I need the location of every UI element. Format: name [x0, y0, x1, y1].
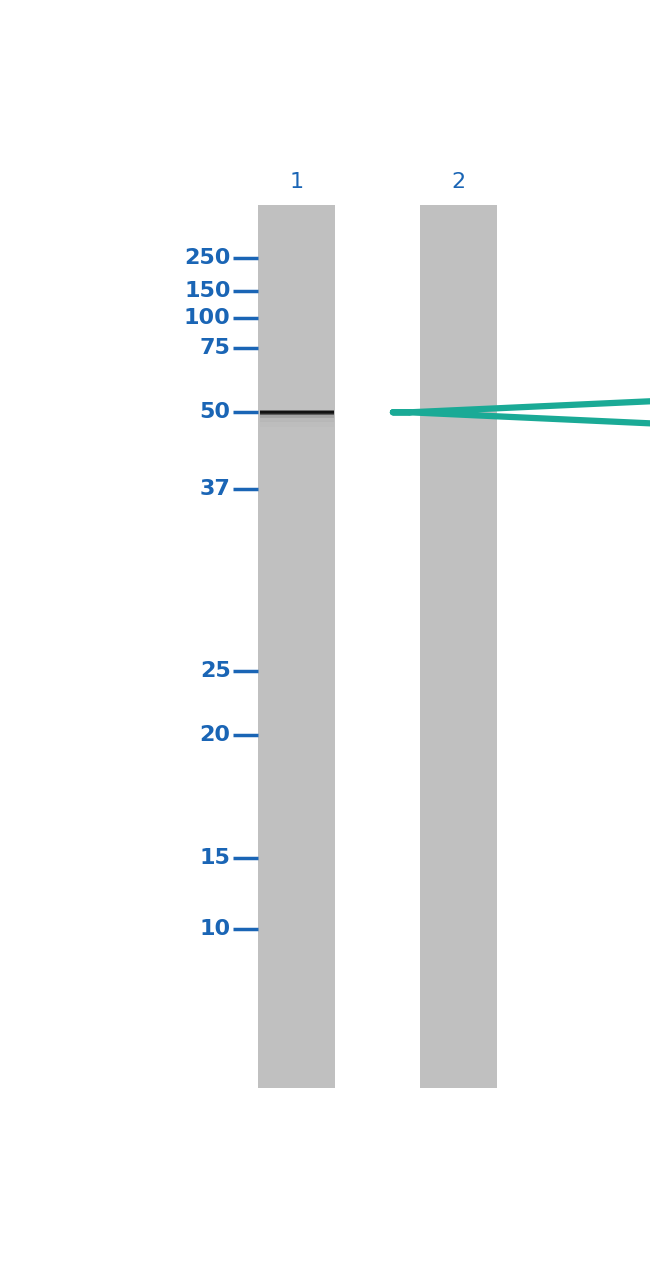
Bar — [260, 409, 334, 410]
Text: 1: 1 — [290, 171, 304, 192]
Bar — [259, 204, 335, 1088]
Text: 37: 37 — [200, 479, 231, 499]
Bar — [260, 414, 334, 418]
Bar — [260, 410, 334, 414]
Text: 50: 50 — [200, 403, 231, 423]
Bar — [260, 420, 334, 427]
Bar — [260, 417, 334, 422]
Bar — [260, 413, 334, 415]
Text: 250: 250 — [185, 248, 231, 268]
Bar — [260, 410, 334, 411]
Text: 150: 150 — [184, 282, 231, 301]
Text: 100: 100 — [184, 307, 231, 328]
Text: 15: 15 — [200, 848, 231, 869]
Text: 2: 2 — [452, 171, 465, 192]
Text: 10: 10 — [200, 919, 231, 939]
Text: 75: 75 — [200, 338, 231, 358]
Text: 20: 20 — [200, 725, 231, 744]
Text: 25: 25 — [200, 662, 231, 681]
Bar — [420, 204, 497, 1088]
